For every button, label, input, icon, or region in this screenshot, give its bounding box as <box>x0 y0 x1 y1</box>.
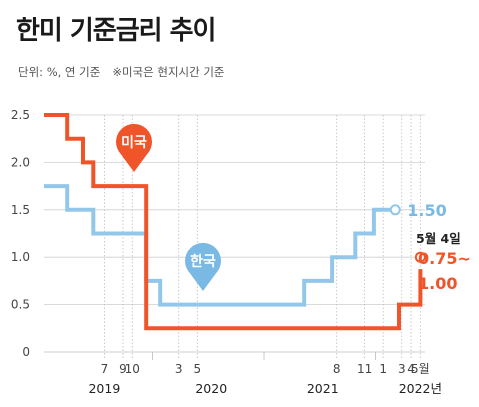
x-tick-label: 11 <box>357 362 372 376</box>
x-tick-label: 9 <box>119 362 127 376</box>
x-tick-label: 5 <box>194 362 202 376</box>
korea-endpoint-marker <box>389 204 401 216</box>
x-tick-label: 3 <box>398 362 406 376</box>
korea-pin-label: 한국 <box>190 254 216 270</box>
y-tick-label: 2.5 <box>11 108 30 122</box>
us-endpoint-marker <box>414 251 426 263</box>
y-tick-label: 1.0 <box>11 250 30 264</box>
value-labels: 1.50 5월 4일 0.75~ 1.00 <box>407 201 471 293</box>
us-pin-label: 미국 <box>121 135 147 151</box>
y-tick-label: 1.5 <box>11 203 30 217</box>
y-tick-label: 0 <box>22 345 30 359</box>
timezone-note: ※미국은 현지시간 기준 <box>112 65 225 79</box>
chart-title: 한미 기준금리 추이 <box>16 16 216 46</box>
chart-subtitle: 단위: %, 연 기준 ※미국은 현지시간 기준 <box>18 64 225 80</box>
grid-lines <box>44 114 425 360</box>
x-tick-label: 4 <box>407 362 415 376</box>
x-tick-label: 5월 <box>411 362 430 376</box>
us-date-label: 5월 4일 <box>416 231 461 246</box>
korea-rate-line <box>44 184 396 307</box>
year-label: 2019 <box>88 381 120 396</box>
y-tick-label: 2.0 <box>11 155 30 169</box>
korea-pin-shape <box>185 242 221 291</box>
year-label: 2020 <box>195 381 227 396</box>
x-tick-label: 8 <box>333 362 341 376</box>
x-tick-label: 10 <box>125 362 140 376</box>
unit-note: 단위: %, 연 기준 <box>18 65 101 79</box>
year-label: 2022년 <box>399 381 442 396</box>
x-tick-label: 3 <box>175 362 183 376</box>
korea-current-value: 1.50 <box>407 201 446 220</box>
us-rate-line <box>44 113 423 331</box>
series-lines <box>44 113 426 331</box>
y-tick-label: 0.5 <box>11 298 30 312</box>
us-pin-shape <box>116 123 152 172</box>
us-value-line2: 1.00 <box>418 274 457 293</box>
us-value-line1: 0.75~ <box>418 249 471 268</box>
year-label: 2021 <box>307 381 339 396</box>
x-tick-label: 1 <box>379 362 387 376</box>
x-tick-label: 7 <box>101 362 109 376</box>
